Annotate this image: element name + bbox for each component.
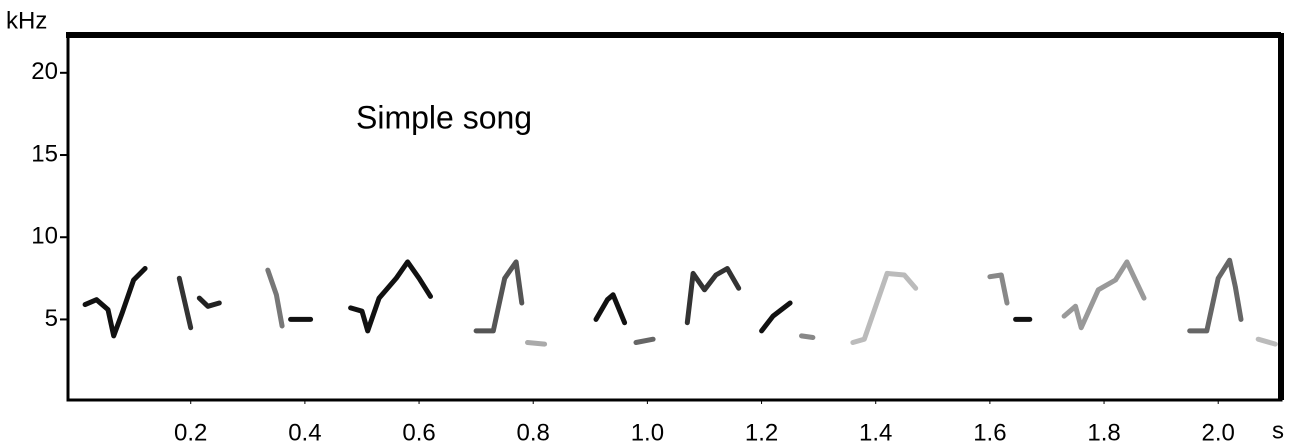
plot-frame [66, 33, 1283, 402]
annotation: Simple song [356, 99, 532, 135]
syllable-trace [82, 266, 148, 339]
syllable-trace [799, 333, 816, 340]
x-tick-label: 2.0 [1202, 419, 1235, 446]
x-tick-label: 1.4 [859, 419, 892, 446]
x-tick-label: 1.0 [631, 419, 664, 446]
syllable-trace [987, 272, 1010, 306]
y-tick-label: 5 [45, 305, 58, 332]
syllable-trace [593, 292, 628, 326]
syllable-trace [1061, 259, 1147, 331]
x-axis-label: s [1272, 417, 1284, 444]
syllable-trace [176, 275, 194, 331]
y-tick-label: 10 [31, 223, 58, 250]
x-tick-label: 0.8 [517, 419, 550, 446]
y-tick-label: 15 [31, 140, 58, 167]
syllable-trace [348, 259, 433, 334]
y-axis-label: kHz [6, 7, 47, 34]
y-tick-label: 20 [31, 58, 58, 85]
syllable-trace [684, 266, 742, 326]
syllable-trace [196, 295, 222, 309]
syllable-trace [850, 270, 919, 345]
x-tick-label: 1.6 [973, 419, 1006, 446]
x-tick-label: 0.2 [174, 419, 207, 446]
syllable-trace [1187, 257, 1244, 334]
syllable-trace [1255, 336, 1278, 347]
x-tick-label: 1.8 [1087, 419, 1120, 446]
syllable-trace [759, 300, 793, 334]
x-tick-label: 0.4 [288, 419, 321, 446]
syllable-trace [633, 336, 656, 345]
x-tick-label: 1.2 [745, 419, 778, 446]
syllable-trace [473, 259, 525, 334]
x-tick-label: 0.6 [402, 419, 435, 446]
syllable-trace [265, 267, 285, 329]
syllable-trace [525, 340, 548, 347]
